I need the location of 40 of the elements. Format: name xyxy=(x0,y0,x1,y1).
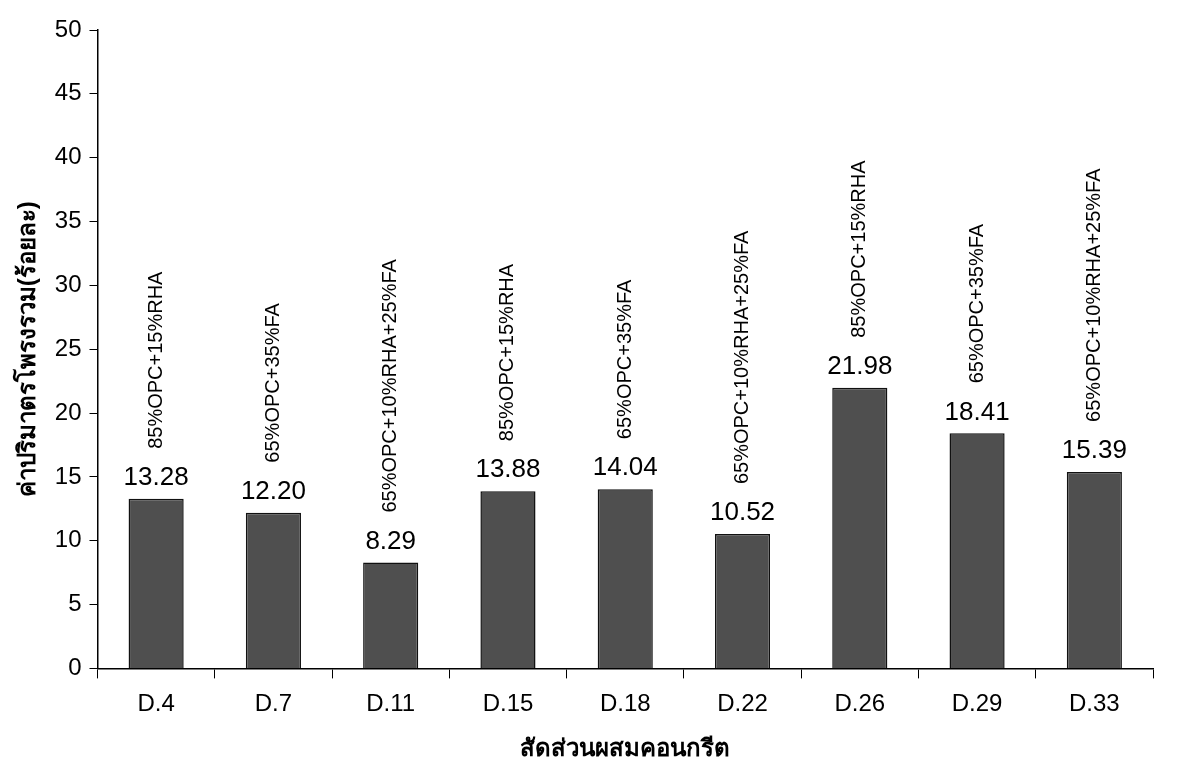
y-tick-label: 30 xyxy=(54,269,82,297)
annotation: 65%OPC+10%RHA+25%FA xyxy=(730,229,753,485)
y-tick-label: 20 xyxy=(54,397,82,425)
data-label: 13.88 xyxy=(475,453,541,484)
y-tick-label: 10 xyxy=(54,525,82,553)
y-tick-label: 50 xyxy=(54,14,82,42)
data-label: 21.98 xyxy=(827,349,893,380)
x-tick-label: D.29 xyxy=(951,689,1003,717)
x-tick-label: D.11 xyxy=(366,689,416,717)
data-label: 10.52 xyxy=(709,496,776,527)
x-tick-label: D.18 xyxy=(599,689,651,717)
annotation: 85%OPC+15%RHA xyxy=(847,159,870,338)
y-tick-label: 5 xyxy=(68,589,82,617)
annotation: 65%OPC+35%FA xyxy=(612,278,635,440)
y-tick-label: 45 xyxy=(54,78,82,106)
data-label: 15.39 xyxy=(1061,434,1127,465)
annotation: 85%OPC+15%RHA xyxy=(495,263,518,442)
y-axis-title: ค่าปริมาตรโพรงรวม(ร้อยละ) xyxy=(12,201,41,498)
y-tick-label: 35 xyxy=(54,206,82,234)
data-label: 18.41 xyxy=(944,395,1010,426)
annotation: 65%OPC+10%RHA+25%FA xyxy=(1081,167,1104,422)
data-label: 13.28 xyxy=(123,461,189,492)
annotation: 85%OPC+15%RHA xyxy=(143,270,166,449)
x-axis-title: สัดส่วนผสมคอนกรีต xyxy=(520,734,731,762)
x-tick-label: D.22 xyxy=(717,689,768,717)
annotation: 65%OPC+10%RHA+25%FA xyxy=(378,258,401,513)
y-tick-label: 0 xyxy=(68,653,82,681)
x-tick-label: D.4 xyxy=(137,689,175,717)
data-label: 14.04 xyxy=(592,451,658,482)
x-tick-label: D.33 xyxy=(1069,689,1120,717)
y-tick-label: 40 xyxy=(54,142,82,170)
data-label: 8.29 xyxy=(365,524,416,555)
annotation: 65%OPC+35%FA xyxy=(260,302,283,463)
data-label: 12.20 xyxy=(240,474,306,505)
annotation: 65%OPC+35%FA xyxy=(964,223,987,384)
x-tick-label: D.15 xyxy=(482,689,534,717)
y-tick-label: 15 xyxy=(54,461,82,489)
x-tick-label: D.26 xyxy=(834,689,886,717)
y-tick-label: 25 xyxy=(54,333,82,361)
x-tick-label: D.7 xyxy=(254,689,293,717)
